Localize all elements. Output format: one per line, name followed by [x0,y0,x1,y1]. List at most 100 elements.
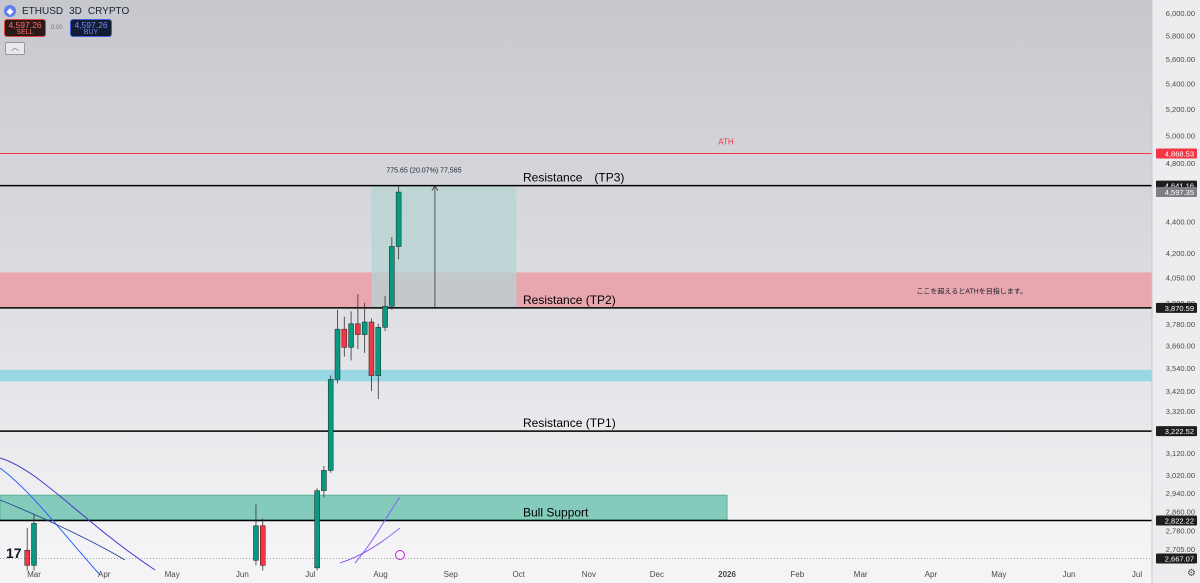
candle-body [389,246,395,307]
ethereum-icon: ◆ [4,5,16,17]
interval-label[interactable]: 3D [69,5,82,17]
candle-body [395,191,402,247]
y-tick-label: 5,000.00 [1166,132,1195,141]
price-label: 4,597.35 [1165,188,1194,197]
y-tick-label: 5,600.00 [1166,55,1195,64]
settings-icon[interactable]: ⚙ [1187,568,1196,579]
price-label: 3,222.52 [1165,427,1194,436]
x-tick-label: Jun [1063,570,1076,579]
moving-average-line [0,499,126,561]
y-tick-label: 3,660.00 [1166,341,1195,350]
x-tick-label: Jul [1132,570,1142,579]
y-tick-label: 2,705.00 [1166,545,1195,554]
moving-average-line [354,496,401,564]
cyan-zone [0,369,1152,382]
candle-body [334,328,341,380]
candle-body [348,323,354,348]
price-axis-background [1152,0,1200,583]
x-tick-label: Dec [650,570,664,579]
price-label-box [1156,302,1197,313]
ath-label: ATH [718,137,734,146]
moving-average-line [0,467,101,576]
spread-value: 0.00 [51,25,63,31]
x-tick-label: Feb [790,570,804,579]
buy-price: 4,597.26 [74,20,108,30]
y-tick-label: 5,200.00 [1166,105,1195,114]
price-label: 3,870.59 [1165,304,1194,313]
projection-box [371,185,517,308]
price-label-box [1156,148,1197,159]
price-label-box [1156,553,1197,564]
candle-body [375,327,382,376]
y-tick-label: 5,400.00 [1166,80,1195,89]
sell-price: 4,597.26 [8,20,42,30]
y-tick-label: 2,860.00 [1166,507,1195,516]
candle-body [31,523,37,566]
candle-body [355,323,361,335]
candle-body [321,470,327,491]
y-tick-label: 2,940.00 [1166,489,1195,498]
tp3-label: Resistance (TP3) [523,171,624,185]
x-tick-label: Oct [512,570,525,579]
buy-button[interactable]: 4,597.26 BUY [70,19,112,37]
y-tick-label: 3,420.00 [1166,387,1195,396]
candle-body [260,525,266,566]
symbol-header: ◆ ETHUSD 3D CRYPTO [4,4,129,18]
projection-label: 775.65 (20.07%) 77,565 [386,168,461,175]
y-tick-label: 5,800.00 [1166,32,1195,41]
x-tick-label: Nov [582,570,596,579]
price-label-box [1156,187,1197,198]
y-tick-label: 3,780.00 [1166,320,1195,329]
x-tick-label: Aug [373,570,387,579]
y-tick-label: 6,000.00 [1166,9,1195,18]
x-tick-label: May [991,570,1006,579]
bull-support-zone [0,494,728,521]
zone-note: ここを超えるとATHを目指します。 [916,287,1027,296]
price-label: 4,641.16 [1165,182,1194,191]
candle-body [361,321,368,335]
y-tick-label: 2,780.00 [1166,527,1195,536]
candle-body [382,305,388,328]
y-tick-label: 4,400.00 [1166,218,1195,227]
sell-button[interactable]: 4,597.26 SELL [4,19,46,37]
y-tick-label: 3,540.00 [1166,364,1195,373]
event-marker [395,550,405,560]
x-tick-label: 2026 [718,570,736,579]
x-tick-label: Apr [98,570,111,579]
sell-label: SELL [16,29,34,36]
x-tick-label: Jul [305,570,315,579]
candle-body [314,490,320,569]
price-label-box [1156,515,1197,526]
x-tick-label: Mar [27,570,41,579]
collapse-button[interactable]: ︿ [5,42,25,55]
symbol-name[interactable]: ETHUSD [22,5,64,17]
candle-body [24,549,30,566]
resistance-zone [0,272,1152,308]
y-tick-label: 3,120.00 [1166,449,1195,458]
market-label: CRYPTO [87,5,130,17]
bull-support-label: Bull Support [523,505,589,519]
x-tick-label: Apr [925,570,938,579]
time-axis-background [0,563,1152,583]
price-label: 2,822.22 [1165,516,1194,525]
candle-body [253,525,259,561]
candle-body [327,379,334,471]
candle-body [368,321,375,376]
moving-average-line [0,457,156,571]
moving-average-line [339,527,401,564]
y-tick-label: 4,200.00 [1166,249,1195,258]
x-tick-label: Jun [236,570,249,579]
price-label-box [1156,426,1197,437]
y-tick-label: 4,050.00 [1166,273,1195,282]
x-tick-label: Mar [854,570,868,579]
y-tick-label: 3,320.00 [1166,407,1195,416]
tp2-label: Resistance (TP2) [523,293,616,307]
y-tick-label: 4,800.00 [1166,159,1195,168]
x-tick-label: Sep [444,570,459,579]
candle-body [341,328,348,348]
x-tick-label: May [165,570,180,579]
tp1-label: Resistance (TP1) [523,416,616,430]
price-label: 4,868.53 [1165,149,1194,158]
y-tick-label: 3,020.00 [1166,471,1195,480]
